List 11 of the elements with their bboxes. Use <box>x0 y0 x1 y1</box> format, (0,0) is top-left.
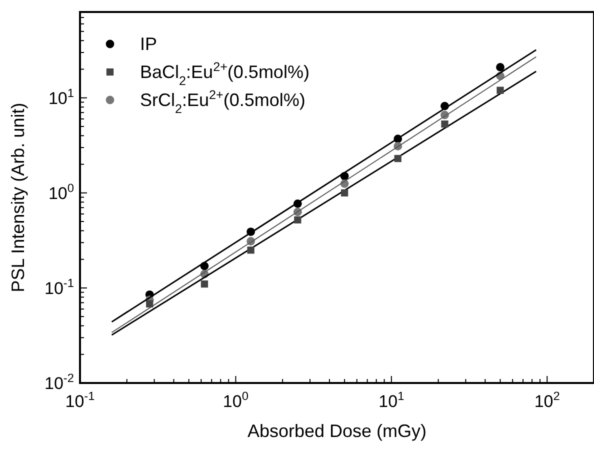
x-axis-title: Absorbed Dose (mGy) <box>247 421 427 441</box>
y-tick-label: 10$^{0}$ <box>48 180 74 203</box>
y-tick-label: 10$^{-1}$ <box>44 276 74 298</box>
x-tick-label: 10$^{0}$ <box>222 389 249 411</box>
x-tick-label: 10$^{1}$ <box>378 389 405 411</box>
legend-label: BaCl$_{2}$:Eu$^{2+}$(0.5mol%) <box>140 60 310 88</box>
y-axis-title: PSL Intensity (Arb. unit) <box>8 102 28 292</box>
legend-label: IP <box>140 34 158 54</box>
x-tick-label: 10$^{2}$ <box>534 389 560 411</box>
y-tick-label: 10$^{1}$ <box>48 86 74 108</box>
legend-label: SrCl$_{2}$:Eu$^{2+}$(0.5mol%) <box>140 88 306 116</box>
